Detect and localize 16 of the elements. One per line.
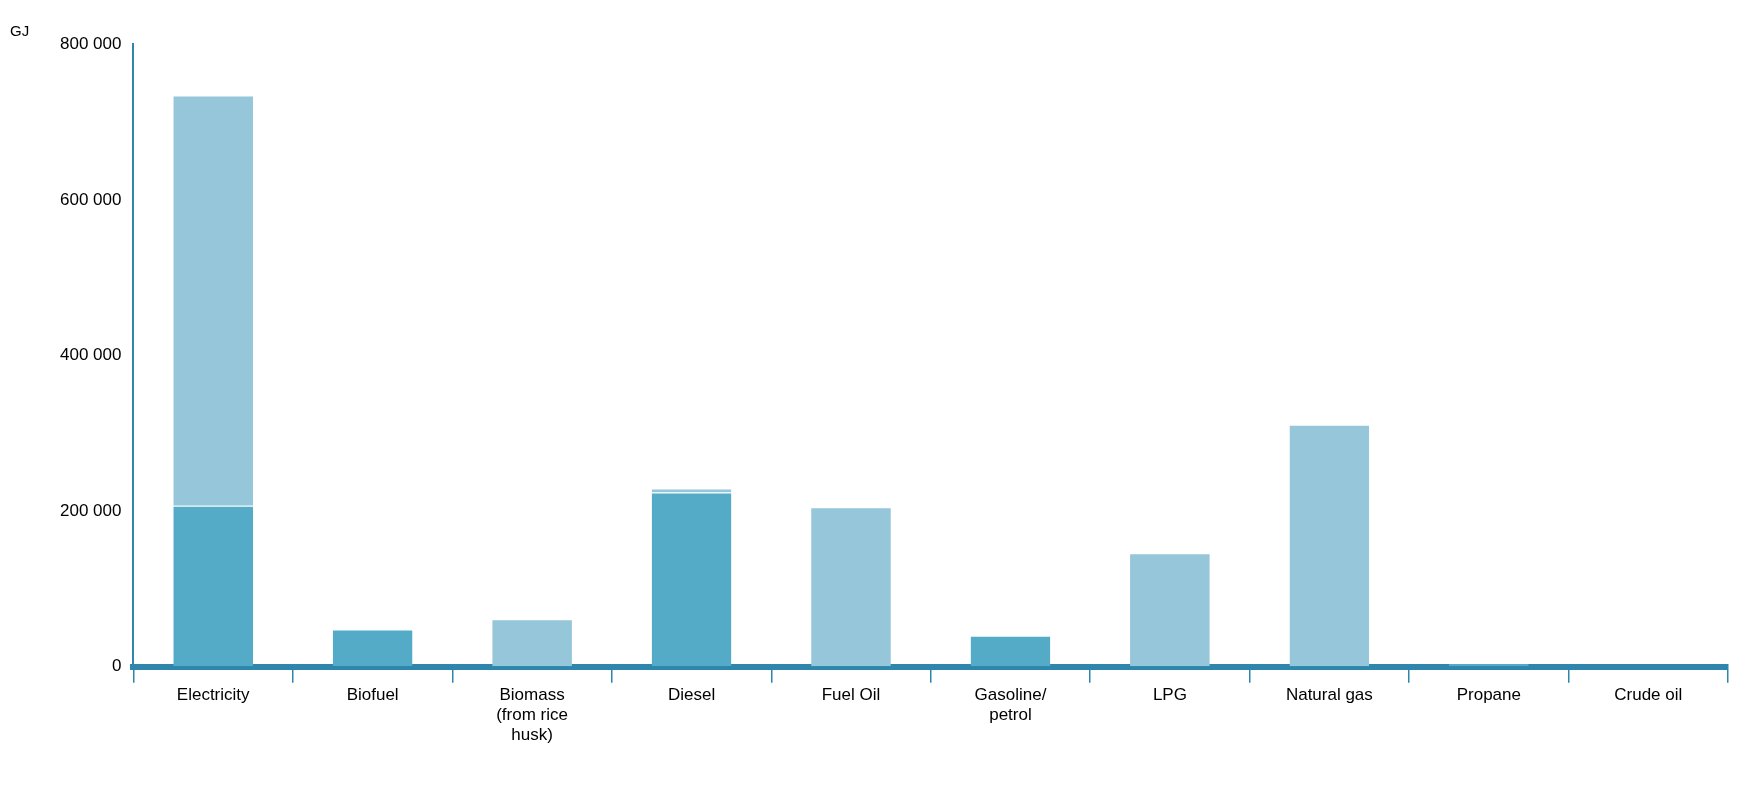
x-tick-label: Electricity xyxy=(176,684,251,704)
x-tick-label: Propane xyxy=(1456,684,1521,704)
x-tick-label: Biofuel xyxy=(346,684,399,704)
x-tick-label: Crude oil xyxy=(1614,684,1683,704)
y-tick-label: 600 000 xyxy=(60,189,122,209)
x-tick-label: Fuel Oil xyxy=(821,684,881,704)
y-axis-title: GJ xyxy=(10,22,30,39)
x-tick-label: Diesel xyxy=(667,684,716,704)
x-tick-label: Gasoline/ petrol xyxy=(974,684,1047,725)
x-tick-label: LPG xyxy=(1152,684,1187,704)
x-tick-label: Biomass (from rice husk) xyxy=(496,684,568,745)
y-tick-label: 800 000 xyxy=(60,33,122,53)
y-tick-label: 400 000 xyxy=(60,345,122,365)
x-tick-label: Natural gas xyxy=(1285,684,1373,704)
y-tick-label: 0 xyxy=(111,656,122,676)
y-tick-label: 200 000 xyxy=(60,500,122,520)
